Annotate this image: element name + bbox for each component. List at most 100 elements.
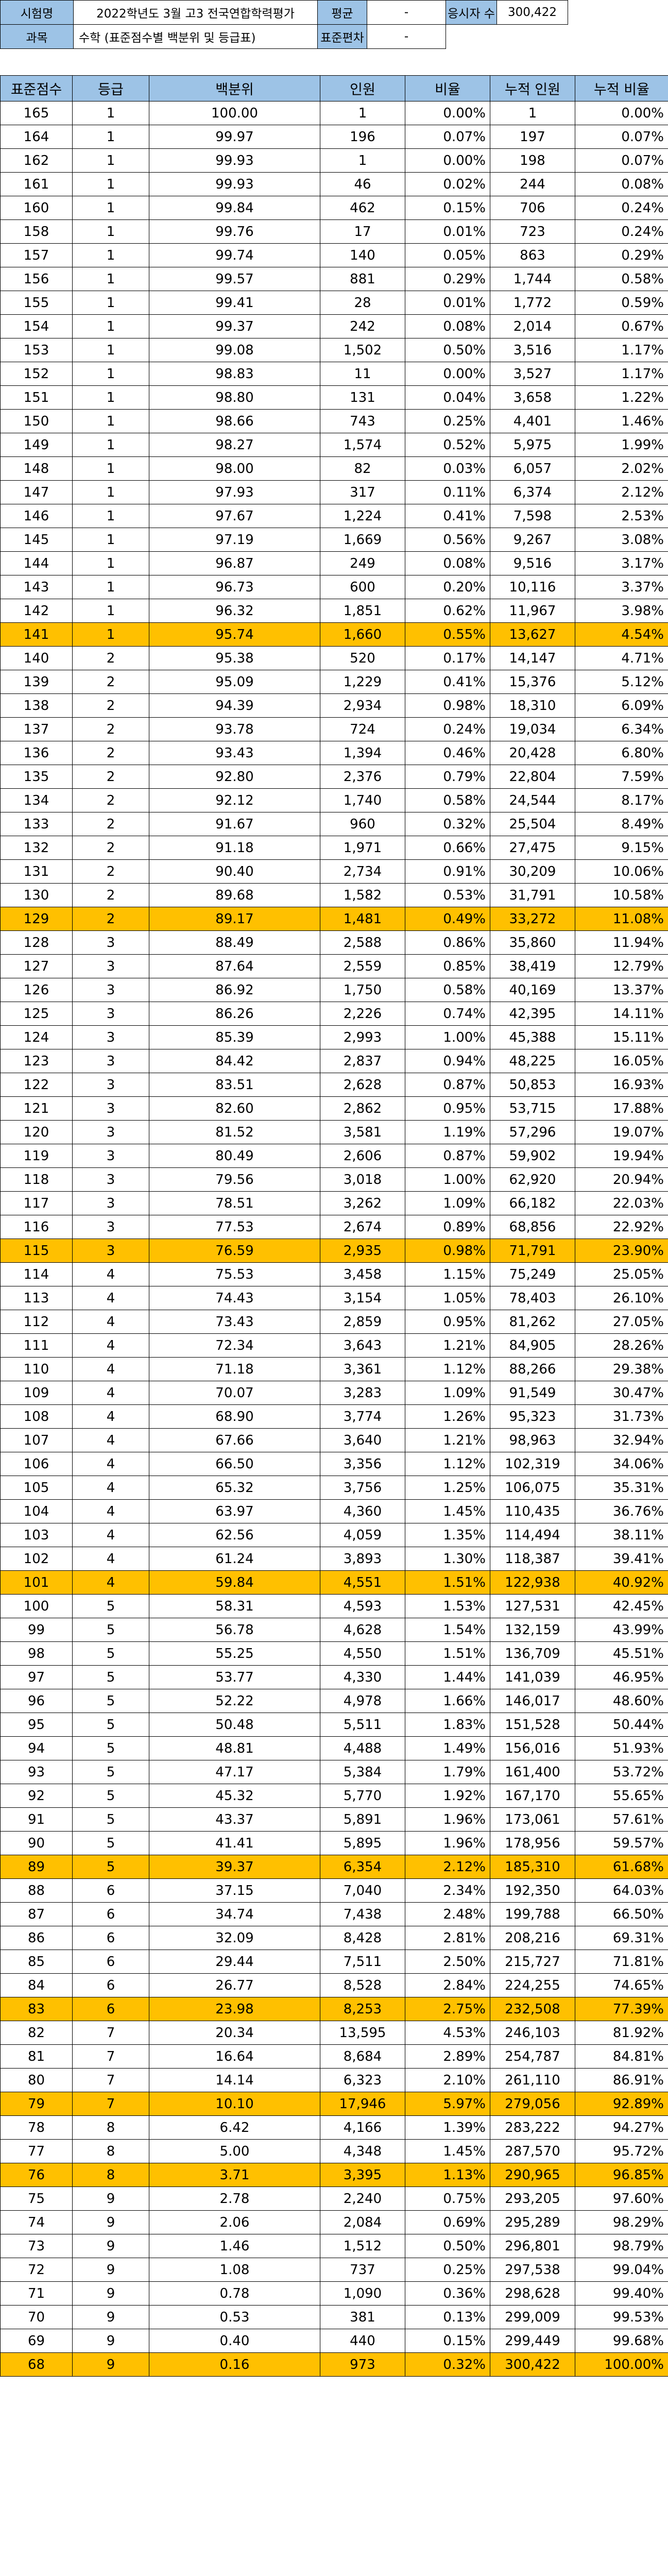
cell-cumulative-ratio: 20.94% (575, 1167, 668, 1192)
cell-count: 2,628 (320, 1073, 405, 1097)
table-row: 71 9 0.78 1,090 0.36% 298,628 99.40% (0, 2281, 668, 2306)
cell-score: 164 (0, 125, 73, 149)
cell-cumulative-ratio: 2.02% (575, 456, 668, 481)
cell-grade: 2 (72, 741, 149, 765)
cell-percentile: 43.37 (149, 1807, 320, 1832)
cell-ratio: 1.21% (405, 1333, 490, 1358)
cell-ratio: 0.11% (405, 480, 490, 504)
table-row: 121 3 82.60 2,862 0.95% 53,715 17.88% (0, 1096, 668, 1121)
cell-percentile: 47.17 (149, 1760, 320, 1784)
cell-percentile: 92.80 (149, 765, 320, 789)
cell-cumulative-count: 244 (490, 172, 575, 196)
cell-ratio: 0.41% (405, 670, 490, 694)
cell-ratio: 1.92% (405, 1784, 490, 1808)
cell-count: 3,893 (320, 1547, 405, 1571)
cell-grade: 1 (72, 528, 149, 552)
cell-grade: 1 (72, 101, 149, 125)
cell-score: 115 (0, 1239, 73, 1263)
cell-cumulative-count: 59,902 (490, 1144, 575, 1168)
cell-ratio: 0.08% (405, 314, 490, 338)
table-row: 101 4 59.84 4,551 1.51% 122,938 40.92% (0, 1570, 668, 1595)
cell-grade: 4 (72, 1357, 149, 1381)
cell-grade: 7 (72, 2044, 149, 2069)
cell-percentile: 85.39 (149, 1025, 320, 1049)
cell-score: 120 (0, 1120, 73, 1144)
cell-ratio: 0.46% (405, 741, 490, 765)
cell-ratio: 0.87% (405, 1144, 490, 1168)
cell-grade: 2 (72, 883, 149, 907)
cell-cumulative-ratio: 8.17% (575, 788, 668, 812)
cell-percentile: 96.87 (149, 551, 320, 575)
cell-percentile: 97.67 (149, 504, 320, 528)
cell-percentile: 95.09 (149, 670, 320, 694)
cell-cumulative-count: 224,255 (490, 1973, 575, 1997)
table-row: 145 1 97.19 1,669 0.56% 9,267 3.08% (0, 528, 668, 552)
cell-percentile: 14.14 (149, 2068, 320, 2092)
cell-percentile: 90.40 (149, 859, 320, 884)
cell-cumulative-ratio: 1.46% (575, 409, 668, 433)
cell-ratio: 0.74% (405, 1002, 490, 1026)
cell-count: 1,512 (320, 2234, 405, 2258)
table-row: 146 1 97.67 1,224 0.41% 7,598 2.53% (0, 504, 668, 528)
cell-grade: 3 (72, 1025, 149, 1049)
cell-cumulative-count: 25,504 (490, 812, 575, 836)
cell-cumulative-count: 102,319 (490, 1452, 575, 1476)
cell-percentile: 99.41 (149, 291, 320, 315)
cell-grade: 8 (72, 2139, 149, 2163)
cell-score: 75 (0, 2187, 73, 2211)
cell-grade: 1 (72, 267, 149, 291)
cell-ratio: 0.79% (405, 765, 490, 789)
cell-grade: 1 (72, 148, 149, 173)
cell-cumulative-count: 199,788 (490, 1902, 575, 1926)
cell-percentile: 86.92 (149, 978, 320, 1002)
cell-cumulative-count: 290,965 (490, 2163, 575, 2187)
cell-cumulative-ratio: 99.04% (575, 2258, 668, 2282)
cell-score: 162 (0, 148, 73, 173)
cell-score: 68 (0, 2352, 73, 2377)
cell-cumulative-count: 161,400 (490, 1760, 575, 1784)
subject-value: 수학 (표준점수별 백분위 및 등급표) (73, 24, 318, 49)
cell-count: 1,481 (320, 907, 405, 931)
table-row: 123 3 84.42 2,837 0.94% 48,225 16.05% (0, 1049, 668, 1073)
cell-percentile: 53.77 (149, 1665, 320, 1689)
cell-cumulative-ratio: 71.81% (575, 1950, 668, 1974)
cell-grade: 2 (72, 693, 149, 718)
cell-percentile: 79.56 (149, 1167, 320, 1192)
table-row: 156 1 99.57 881 0.29% 1,744 0.58% (0, 267, 668, 291)
cell-score: 149 (0, 433, 73, 457)
cell-cumulative-ratio: 16.93% (575, 1073, 668, 1097)
table-row: 81 7 16.64 8,684 2.89% 254,787 84.81% (0, 2044, 668, 2069)
cell-cumulative-ratio: 3.17% (575, 551, 668, 575)
cell-percentile: 20.34 (149, 2021, 320, 2045)
cell-count: 8,428 (320, 1926, 405, 1950)
score-distribution-table: 표준점수 등급 백분위 인원 비율 누적 인원 누적 비율 165 1 100.00 1 0.00%… (0, 75, 668, 2377)
table-row: 151 1 98.80 131 0.04% 3,658 1.22% (0, 385, 668, 410)
cell-cumulative-count: 296,801 (490, 2234, 575, 2258)
cell-ratio: 0.01% (405, 291, 490, 315)
subject-label: 과목 (0, 24, 74, 49)
cell-count: 6,354 (320, 1855, 405, 1879)
cell-ratio: 5.97% (405, 2092, 490, 2116)
cell-count: 5,895 (320, 1831, 405, 1855)
cell-count: 8,528 (320, 1973, 405, 1997)
cell-ratio: 1.26% (405, 1404, 490, 1429)
cell-percentile: 71.18 (149, 1357, 320, 1381)
table-row: 100 5 58.31 4,593 1.53% 127,531 42.45% (0, 1594, 668, 1618)
cell-grade: 3 (72, 1215, 149, 1239)
cell-score: 77 (0, 2139, 73, 2163)
cell-ratio: 0.89% (405, 1215, 490, 1239)
exam-info-table: 시험명 2022학년도 3월 고3 전국연합학력평가 평균 - 응시자 수 30… (0, 0, 568, 49)
cell-ratio: 0.04% (405, 385, 490, 410)
cell-count: 462 (320, 196, 405, 220)
cell-percentile: 99.74 (149, 243, 320, 267)
cell-percentile: 98.27 (149, 433, 320, 457)
table-row: 88 6 37.15 7,040 2.34% 192,350 64.03% (0, 1878, 668, 1903)
cell-cumulative-count: 299,009 (490, 2305, 575, 2329)
table-row: 117 3 78.51 3,262 1.09% 66,182 22.03% (0, 1191, 668, 1215)
cell-cumulative-count: 19,034 (490, 717, 575, 741)
cell-ratio: 0.50% (405, 2234, 490, 2258)
std-deviation-label: 표준편차 (317, 24, 367, 49)
cell-cumulative-ratio: 4.71% (575, 646, 668, 670)
cell-ratio: 0.32% (405, 2352, 490, 2377)
cell-cumulative-ratio: 30.47% (575, 1381, 668, 1405)
